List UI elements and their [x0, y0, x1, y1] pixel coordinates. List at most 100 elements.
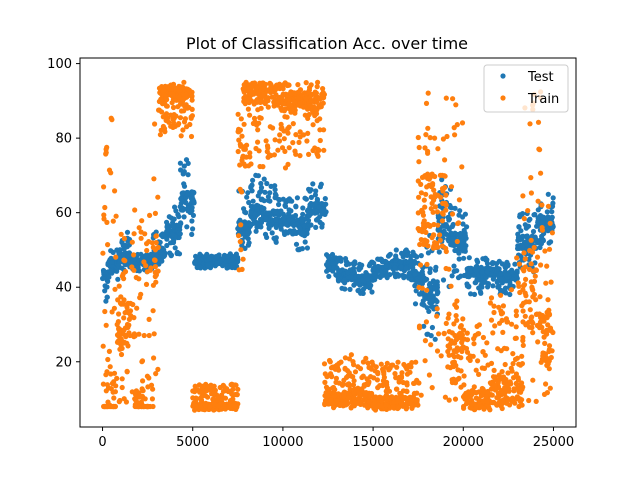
point-train	[420, 241, 426, 247]
point-train	[439, 218, 445, 224]
point-train	[105, 242, 111, 248]
point-train	[528, 237, 534, 243]
point-train	[320, 86, 326, 92]
point-test	[190, 226, 196, 232]
point-train	[159, 101, 166, 107]
point-train	[153, 240, 159, 246]
point-test	[102, 283, 108, 289]
point-test	[267, 190, 273, 196]
point-test	[428, 298, 434, 304]
point-test	[320, 210, 326, 216]
point-test	[242, 209, 248, 215]
point-train	[471, 384, 477, 390]
point-train	[415, 178, 421, 184]
point-train	[251, 101, 257, 107]
point-train	[464, 399, 470, 405]
point-train	[414, 397, 420, 403]
point-train	[151, 176, 157, 182]
point-train	[131, 231, 137, 237]
point-train	[522, 256, 528, 262]
point-test	[479, 269, 485, 275]
point-train	[113, 213, 119, 219]
point-train	[282, 114, 288, 120]
point-test	[268, 183, 274, 189]
point-train	[541, 391, 548, 397]
point-train	[538, 262, 544, 268]
point-train	[127, 332, 133, 339]
point-train	[314, 150, 320, 156]
point-train	[280, 101, 286, 107]
point-train	[416, 284, 422, 290]
point-test	[490, 276, 496, 282]
x-tick-label: 10000	[262, 435, 303, 450]
point-train	[500, 303, 506, 309]
point-train	[372, 407, 379, 413]
point-test	[482, 279, 489, 285]
point-train	[545, 322, 551, 328]
point-train	[530, 330, 536, 336]
point-train	[113, 383, 119, 389]
point-train	[237, 239, 243, 245]
point-train	[531, 291, 538, 298]
point-train	[547, 220, 553, 226]
point-test	[220, 261, 226, 268]
series-test	[100, 157, 556, 342]
point-train	[121, 327, 127, 333]
point-test	[303, 196, 309, 202]
point-test	[108, 255, 114, 261]
point-test	[451, 263, 457, 269]
point-train	[355, 364, 361, 370]
point-train	[155, 194, 161, 200]
point-test	[475, 259, 481, 265]
point-train	[459, 120, 466, 126]
point-train	[519, 361, 526, 367]
point-test	[292, 212, 299, 219]
point-train	[437, 172, 443, 178]
point-train	[436, 331, 442, 337]
point-test	[252, 211, 258, 217]
point-test	[106, 274, 112, 280]
point-test	[132, 256, 138, 262]
point-test	[163, 234, 169, 240]
point-test	[264, 234, 270, 240]
point-train	[264, 149, 270, 155]
point-train	[481, 365, 488, 371]
x-tick-label: 25000	[533, 435, 574, 450]
point-train	[473, 367, 479, 373]
point-test	[549, 209, 555, 215]
point-train	[430, 209, 436, 215]
point-train	[514, 255, 520, 261]
point-train	[471, 336, 477, 342]
point-test	[253, 172, 259, 178]
point-train	[449, 330, 455, 336]
point-train	[182, 116, 188, 122]
point-test	[530, 228, 537, 235]
point-train	[139, 393, 145, 399]
point-test	[322, 196, 328, 202]
point-train	[440, 136, 446, 142]
y-tick-label: 60	[55, 206, 72, 221]
point-test	[297, 225, 303, 231]
point-test	[525, 223, 532, 229]
point-train	[461, 327, 467, 333]
point-train	[315, 79, 321, 85]
point-train	[449, 379, 455, 386]
point-train	[245, 106, 251, 112]
point-train	[509, 368, 515, 374]
point-train	[416, 325, 423, 331]
point-train	[140, 378, 146, 384]
point-train	[460, 316, 466, 322]
point-test	[178, 167, 184, 173]
point-train	[102, 403, 108, 410]
point-train	[215, 402, 221, 409]
point-test	[281, 229, 287, 235]
point-train	[347, 386, 353, 392]
point-train	[423, 191, 429, 197]
point-train	[250, 120, 256, 127]
point-test	[271, 235, 277, 241]
point-train	[413, 359, 419, 365]
point-test	[432, 267, 439, 273]
point-test	[464, 283, 470, 289]
